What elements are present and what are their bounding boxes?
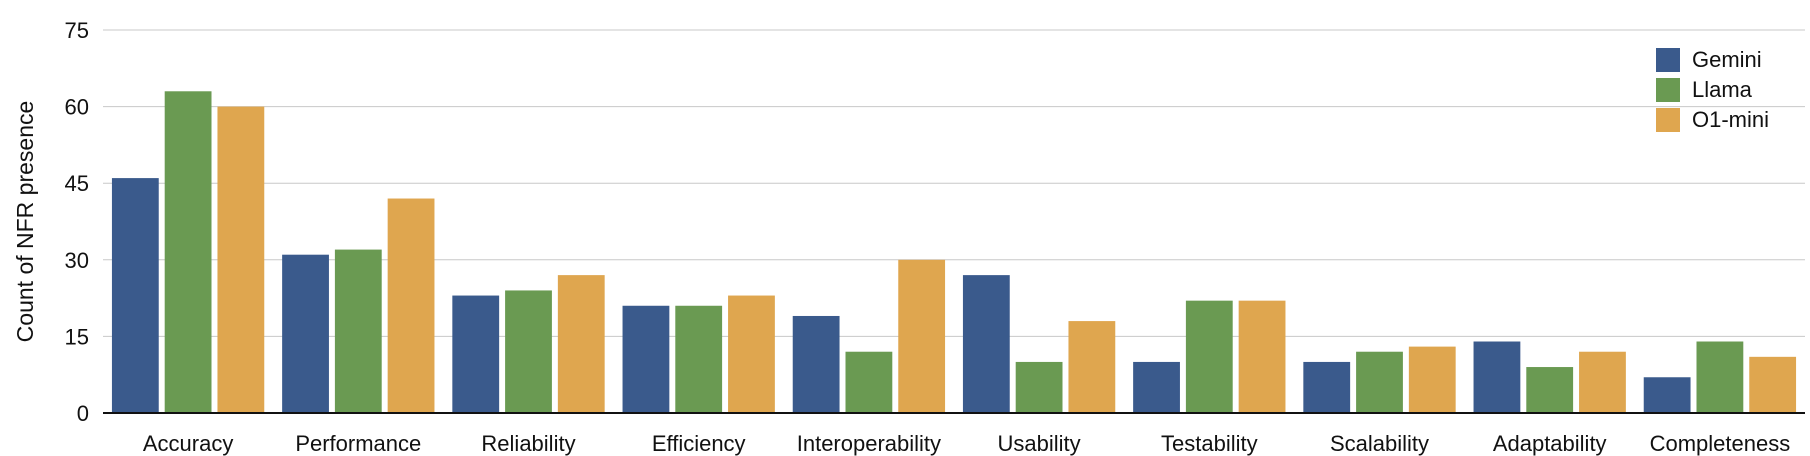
x-tick-label: Performance: [295, 431, 421, 456]
y-tick-label: 30: [65, 248, 89, 273]
bar-o1-mini-reliability: [557, 275, 605, 413]
bar-gemini-testability: [1133, 361, 1180, 413]
bar-llama-scalability: [1356, 351, 1403, 413]
y-tick-label: 60: [65, 95, 89, 120]
x-tick-label: Interoperability: [797, 431, 941, 456]
x-tick-label: Scalability: [1330, 431, 1429, 456]
y-tick-label: 15: [65, 324, 89, 349]
bar-o1-mini-performance: [387, 198, 435, 413]
gridlines: [103, 29, 1805, 337]
bar-llama-reliability: [505, 290, 552, 413]
legend-label: Llama: [1692, 77, 1753, 102]
bar-llama-efficiency: [675, 305, 723, 413]
bar-o1-mini-scalability: [1408, 346, 1456, 413]
bar-o1-mini-usability: [1068, 321, 1116, 413]
bar-o1-mini-efficiency: [728, 295, 775, 413]
y-tick-label: 75: [65, 18, 89, 43]
legend-label: O1-mini: [1692, 107, 1769, 132]
x-tick-label: Efficiency: [652, 431, 746, 456]
y-tick-label: 45: [65, 171, 89, 196]
x-tick-label: Reliability: [481, 431, 575, 456]
bar-llama-interoperability: [845, 351, 893, 413]
bar-llama-testability: [1185, 300, 1233, 413]
y-axis-ticks: 0 15 30 45 60 75: [65, 18, 89, 426]
bar-o1-mini-adaptability: [1579, 351, 1626, 413]
bar-gemini-adaptability: [1473, 341, 1521, 413]
x-tick-label: Testability: [1161, 431, 1258, 456]
y-axis-title: Count of NFR presence: [12, 101, 38, 343]
legend-label: Gemini: [1692, 47, 1762, 72]
x-tick-label: Adaptability: [1493, 431, 1607, 456]
bar-llama-accuracy: [164, 91, 212, 413]
bar-gemini-interoperability: [792, 315, 840, 413]
x-axis-ticks: Accuracy Performance Reliability Efficiency…: [143, 431, 1790, 456]
bar-gemini-scalability: [1303, 361, 1351, 413]
bar-llama-usability: [1015, 361, 1063, 413]
legend: Gemini Llama O1-mini: [1656, 47, 1769, 132]
legend-swatch-llama: [1656, 78, 1680, 102]
bar-o1-mini-accuracy: [217, 106, 265, 413]
bars: [111, 91, 1797, 413]
bar-llama-completeness: [1696, 341, 1744, 413]
x-tick-label: Accuracy: [143, 431, 233, 456]
bar-gemini-reliability: [452, 295, 500, 413]
bar-o1-mini-interoperability: [898, 259, 946, 413]
bar-gemini-completeness: [1643, 377, 1691, 413]
y-tick-label: 0: [77, 401, 89, 426]
bar-gemini-usability: [962, 275, 1010, 413]
x-tick-label: Completeness: [1650, 431, 1791, 456]
bar-llama-performance: [334, 249, 382, 413]
legend-swatch-gemini: [1656, 48, 1680, 72]
bar-gemini-accuracy: [111, 178, 159, 413]
legend-swatch-o1-mini: [1656, 108, 1680, 132]
bar-gemini-performance: [282, 254, 329, 413]
x-tick-label: Usability: [998, 431, 1081, 456]
bar-o1-mini-testability: [1238, 300, 1286, 413]
bar-o1-mini-completeness: [1749, 356, 1797, 413]
bar-gemini-efficiency: [622, 305, 670, 413]
bar-llama-adaptability: [1526, 367, 1574, 413]
